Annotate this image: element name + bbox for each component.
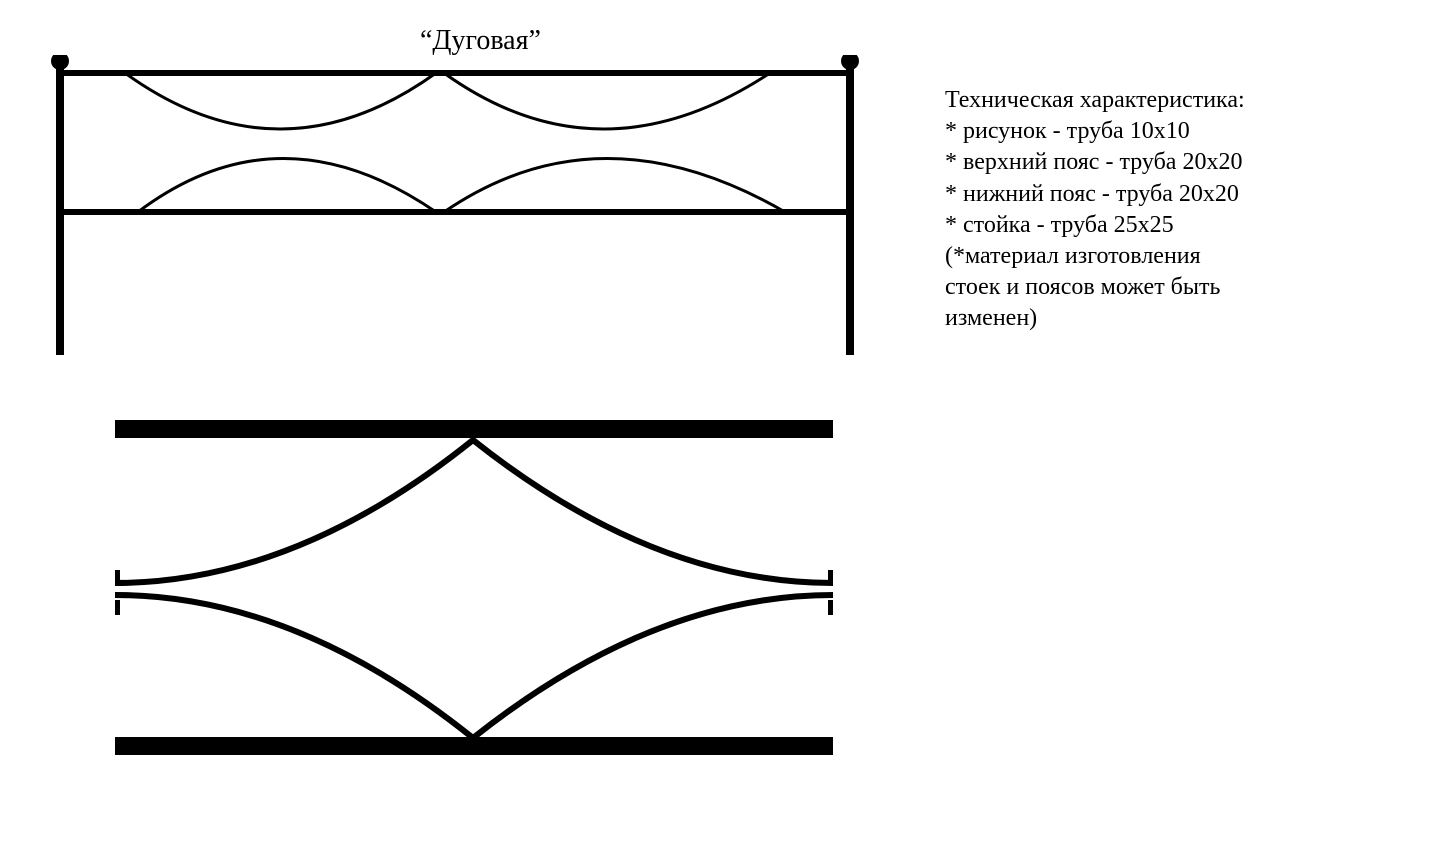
spec-line: * верхний пояс - труба 20х20 (945, 147, 1245, 178)
fence-diagram-bottom (115, 420, 833, 760)
product-title: “Дуговая” (420, 25, 541, 57)
specifications-block: Техническая характеристика: * рисунок - … (945, 85, 1245, 335)
fence-diagram-top (50, 55, 860, 360)
spec-line: (*материал изготовления (945, 241, 1245, 272)
spec-line: стоек и поясов может быть (945, 272, 1245, 303)
spec-line: * стойка - труба 25х25 (945, 210, 1245, 241)
spec-line: * нижний пояс - труба 20х20 (945, 179, 1245, 210)
spec-heading: Техническая характеристика: (945, 85, 1245, 116)
spec-line: * рисунок - труба 10х10 (945, 116, 1245, 147)
spec-line: изменен) (945, 303, 1245, 334)
